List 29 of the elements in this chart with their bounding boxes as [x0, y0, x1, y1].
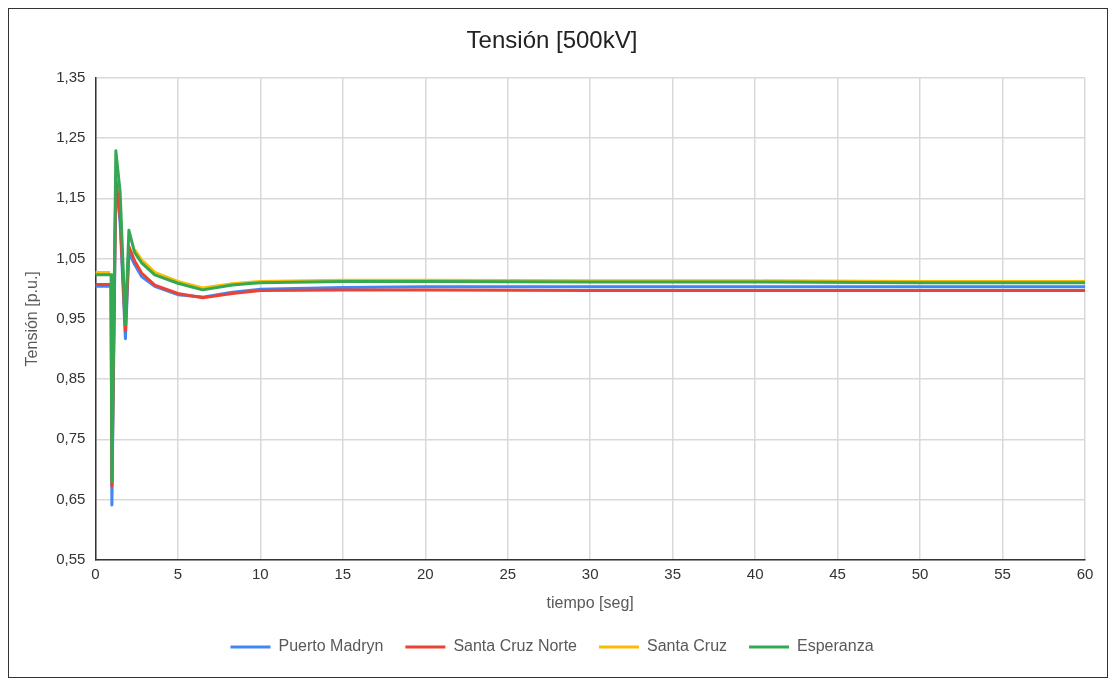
y-tick-label: 1,15 [56, 188, 86, 206]
legend-label: Santa Cruz Norte [453, 637, 578, 655]
y-tick-label: 1,05 [56, 248, 86, 266]
x-tick-label: 60 [1076, 564, 1094, 582]
legend-label: Esperanza [797, 637, 874, 655]
x-tick-label: 15 [334, 564, 352, 582]
y-tick-label: 0,55 [56, 549, 86, 567]
y-tick-label: 0,95 [56, 308, 86, 326]
y-tick-label: 0,85 [56, 369, 86, 387]
x-tick-label: 25 [499, 564, 517, 582]
y-tick-label: 1,35 [56, 67, 86, 85]
x-tick-label: 40 [746, 564, 764, 582]
x-axis-title: tiempo [seg] [546, 593, 634, 611]
x-tick-label: 55 [994, 564, 1011, 582]
x-tick-label: 45 [829, 564, 846, 582]
x-tick-label: 5 [173, 564, 183, 582]
y-tick-label: 0,65 [56, 489, 86, 507]
x-tick-label: 35 [664, 564, 682, 582]
y-tick-label: 1,25 [56, 128, 86, 146]
x-tick-label: 50 [911, 564, 929, 582]
x-tick-label: 0 [91, 564, 100, 582]
x-tick-label: 10 [251, 564, 269, 582]
y-axis-title: Tensión [p.u.] [23, 271, 41, 367]
x-tick-label: 20 [416, 564, 434, 582]
x-tick-label: 30 [581, 564, 599, 582]
legend-label: Santa Cruz [647, 637, 728, 655]
legend-label: Puerto Madryn [278, 637, 384, 655]
chart-title: Tensión [500kV] [466, 26, 638, 54]
y-tick-label: 0,75 [56, 429, 86, 447]
